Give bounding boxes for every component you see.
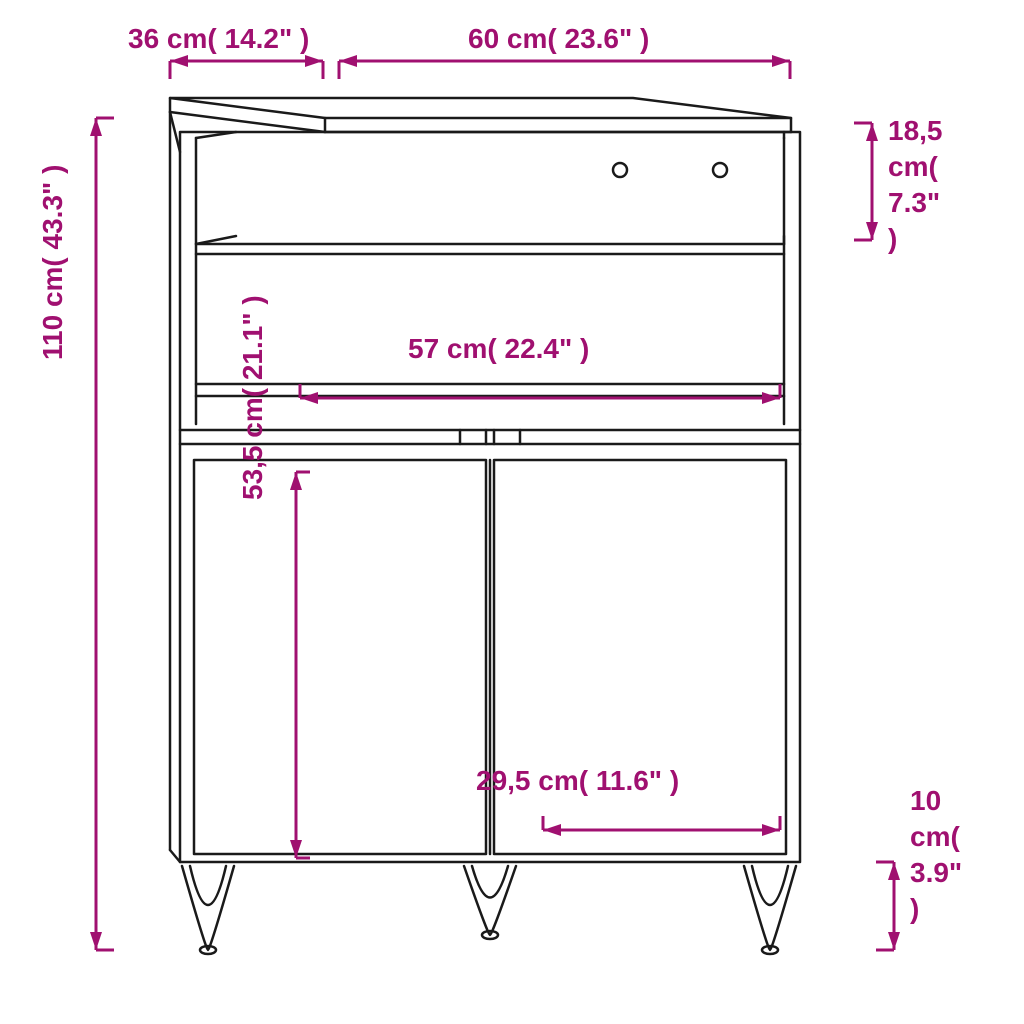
dimension-label: 110 cm( 43.3" ) bbox=[37, 165, 68, 360]
dimension-label: 18,5 bbox=[888, 115, 943, 146]
dimension-label: 29,5 cm( 11.6" ) bbox=[476, 765, 679, 796]
dimension-label: 36 cm( 14.2" ) bbox=[128, 23, 309, 54]
dimension-label: 57 cm( 22.4" ) bbox=[408, 333, 589, 364]
dimension-label: 60 cm( 23.6" ) bbox=[468, 23, 649, 54]
cabinet-drawing bbox=[170, 98, 800, 954]
dimension-label: 10 bbox=[910, 785, 941, 816]
dimension-label: cm( bbox=[910, 821, 960, 852]
dimension-label: 7.3" bbox=[888, 187, 940, 218]
dimension-label: cm( bbox=[888, 151, 938, 182]
dimension-label: 3.9" bbox=[910, 857, 962, 888]
dimension-label: 53,5 cm( 21.1" ) bbox=[237, 295, 268, 500]
dimension-label: ) bbox=[910, 893, 919, 924]
dimension-label: ) bbox=[888, 223, 897, 254]
